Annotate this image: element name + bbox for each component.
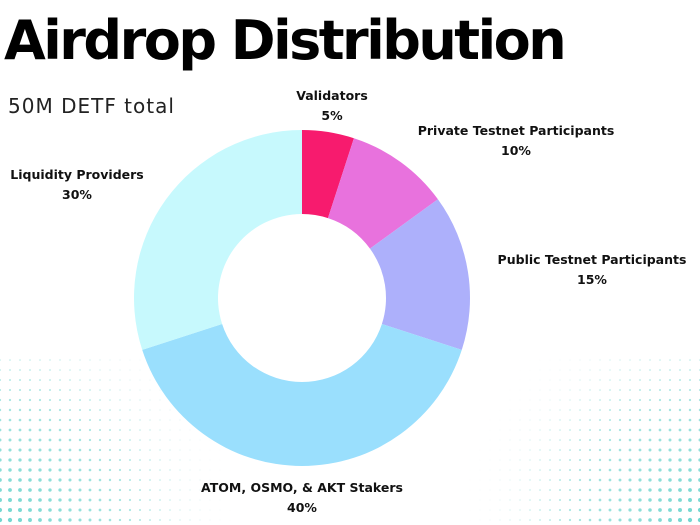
label-validators-value: 5% bbox=[321, 108, 343, 123]
label-liquidity-providers-value: 30% bbox=[62, 187, 92, 202]
label-liquidity-providers: Liquidity Providers 30% bbox=[10, 165, 143, 205]
label-private-testnet: Private Testnet Participants 10% bbox=[418, 121, 615, 161]
label-stakers: ATOM, OSMO, & AKT Stakers 40% bbox=[201, 478, 403, 518]
slice-validators bbox=[302, 130, 354, 219]
label-public-testnet-name: Public Testnet Participants bbox=[497, 252, 687, 267]
slice-liquidity-providers bbox=[133, 130, 302, 350]
label-stakers-value: 40% bbox=[287, 500, 317, 515]
slice-stakers bbox=[142, 323, 462, 466]
label-private-testnet-name: Private Testnet Participants bbox=[417, 123, 615, 138]
label-validators: Validators 5% bbox=[296, 86, 368, 126]
slice-private-testnet bbox=[327, 138, 438, 249]
label-public-testnet: Public Testnet Participants 15% bbox=[498, 250, 687, 290]
page-title: Airdrop Distribution bbox=[4, 9, 567, 72]
page-subtitle: 50M DETF total bbox=[8, 94, 175, 118]
label-liquidity-providers-name: Liquidity Providers bbox=[10, 167, 144, 182]
label-validators-name: Validators bbox=[296, 88, 368, 103]
label-private-testnet-value: 10% bbox=[501, 143, 531, 158]
slice-public-testnet bbox=[369, 199, 470, 350]
label-public-testnet-value: 15% bbox=[577, 272, 607, 287]
label-stakers-name: ATOM, OSMO, & AKT Stakers bbox=[201, 480, 403, 495]
